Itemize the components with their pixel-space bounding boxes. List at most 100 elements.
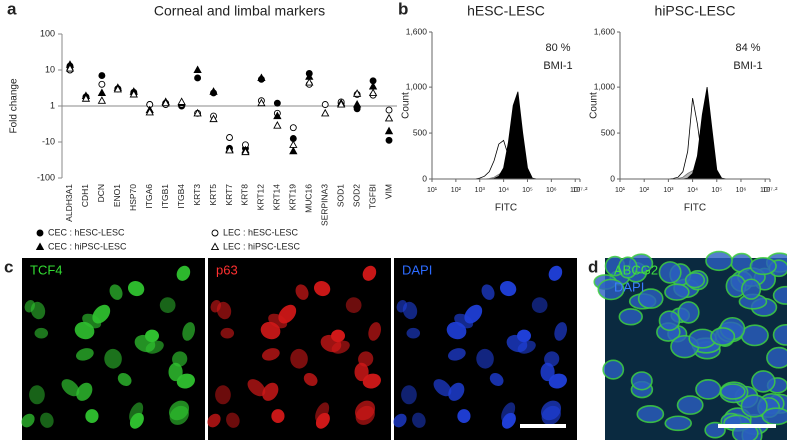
x-tick-label: 10¹ <box>615 187 626 194</box>
marker <box>209 114 218 123</box>
nucleus <box>476 348 494 369</box>
image-label: ABCG2 <box>614 262 658 277</box>
nucleus <box>303 373 318 386</box>
nucleus <box>24 299 35 313</box>
y-tick-label: 0 <box>422 173 427 183</box>
cell <box>597 278 625 301</box>
nucleus <box>247 379 266 397</box>
marker <box>113 84 122 93</box>
marker <box>257 98 266 107</box>
x-tick-label: 10² <box>639 187 650 194</box>
nucleus <box>74 321 95 340</box>
nucleus <box>76 382 93 401</box>
x-tick-label: KRT12 <box>256 184 266 211</box>
histogram <box>475 91 538 180</box>
micrograph: p63 <box>207 258 391 440</box>
marker <box>145 107 154 116</box>
y-tick-label: 1,000 <box>406 81 428 91</box>
x-tick-label: 10⁵ <box>711 187 722 194</box>
nucleus <box>345 297 362 313</box>
nucleus <box>61 379 80 397</box>
panel-label: a <box>7 0 17 18</box>
nucleus <box>262 382 279 401</box>
cell <box>740 278 762 300</box>
nucleus <box>548 265 563 281</box>
nucleus <box>368 322 381 341</box>
chart-title: hiPSC-LESC <box>655 3 736 19</box>
panel-label: c <box>4 257 13 276</box>
y-tick-label: 10 <box>45 64 55 74</box>
marker <box>273 99 281 107</box>
nucleus <box>481 284 495 300</box>
nucleus <box>396 299 407 313</box>
y-tick-label: 1,600 <box>406 26 428 36</box>
x-tick-label: ALDH3A1 <box>64 184 74 222</box>
cell <box>772 324 787 346</box>
image-label: DAPI <box>614 279 644 294</box>
nucleus <box>314 280 331 297</box>
nucleus <box>295 284 309 300</box>
marker <box>97 88 107 97</box>
x-tick-label: 10¹ <box>427 187 438 194</box>
x-tick-label: 10⁷ <box>760 187 771 194</box>
marker <box>305 77 314 86</box>
y-axis-label: Count <box>589 92 600 119</box>
nucleus <box>544 351 560 367</box>
nucleus <box>76 348 94 361</box>
legend-marker <box>211 229 219 237</box>
x-tick-label: KRT19 <box>288 184 298 211</box>
x-tick-label: 10⁷·² <box>573 187 589 194</box>
cell <box>637 288 664 309</box>
nucleus <box>362 265 377 281</box>
marker <box>385 106 393 114</box>
marker <box>337 99 346 108</box>
marker <box>98 80 106 88</box>
cell <box>749 257 777 276</box>
y-tick-label: 1 <box>50 100 55 110</box>
x-tick-label: ITGA6 <box>144 184 154 209</box>
nucleus <box>331 329 346 343</box>
marker <box>289 140 298 148</box>
nucleus <box>34 327 49 339</box>
marker <box>161 98 170 107</box>
nucleus <box>354 400 376 421</box>
x-tick-label: KRT7 <box>224 184 234 206</box>
cell <box>761 407 787 426</box>
cell <box>664 415 693 432</box>
cell <box>636 405 665 424</box>
x-tick-label: DCN <box>96 184 106 202</box>
nucleus <box>358 351 374 367</box>
nucleus <box>262 348 280 361</box>
nucleus <box>85 409 99 423</box>
x-tick-label: VIM <box>383 184 393 199</box>
nucleus <box>159 297 176 313</box>
marker <box>241 147 250 156</box>
nucleus <box>362 373 381 389</box>
nucleus <box>172 351 188 367</box>
legend-label: LEC : hESC-LESC <box>223 227 299 237</box>
chart-title: Corneal and limbal markers <box>154 3 325 19</box>
nucleus <box>548 373 567 389</box>
cell <box>677 301 700 324</box>
nucleus <box>531 297 548 313</box>
micrograph: ABCG2 DAPI <box>593 250 787 440</box>
nucleus <box>489 373 504 386</box>
x-tick-label: ENO1 <box>112 184 122 207</box>
marker <box>321 101 329 108</box>
marker <box>273 111 282 120</box>
nucleus <box>145 329 160 343</box>
nucleus <box>40 412 54 428</box>
nucleus <box>176 373 195 389</box>
cell <box>684 272 706 289</box>
x-tick-label: KRT5 <box>208 184 218 206</box>
nucleus <box>540 362 555 382</box>
nucleus <box>145 340 164 354</box>
nucleus <box>182 322 195 341</box>
nucleus <box>401 385 417 405</box>
y-tick-label: 1,600 <box>594 26 616 36</box>
nucleus <box>457 409 471 423</box>
cell <box>720 383 746 400</box>
nucleus <box>260 321 281 340</box>
marker <box>193 108 202 117</box>
